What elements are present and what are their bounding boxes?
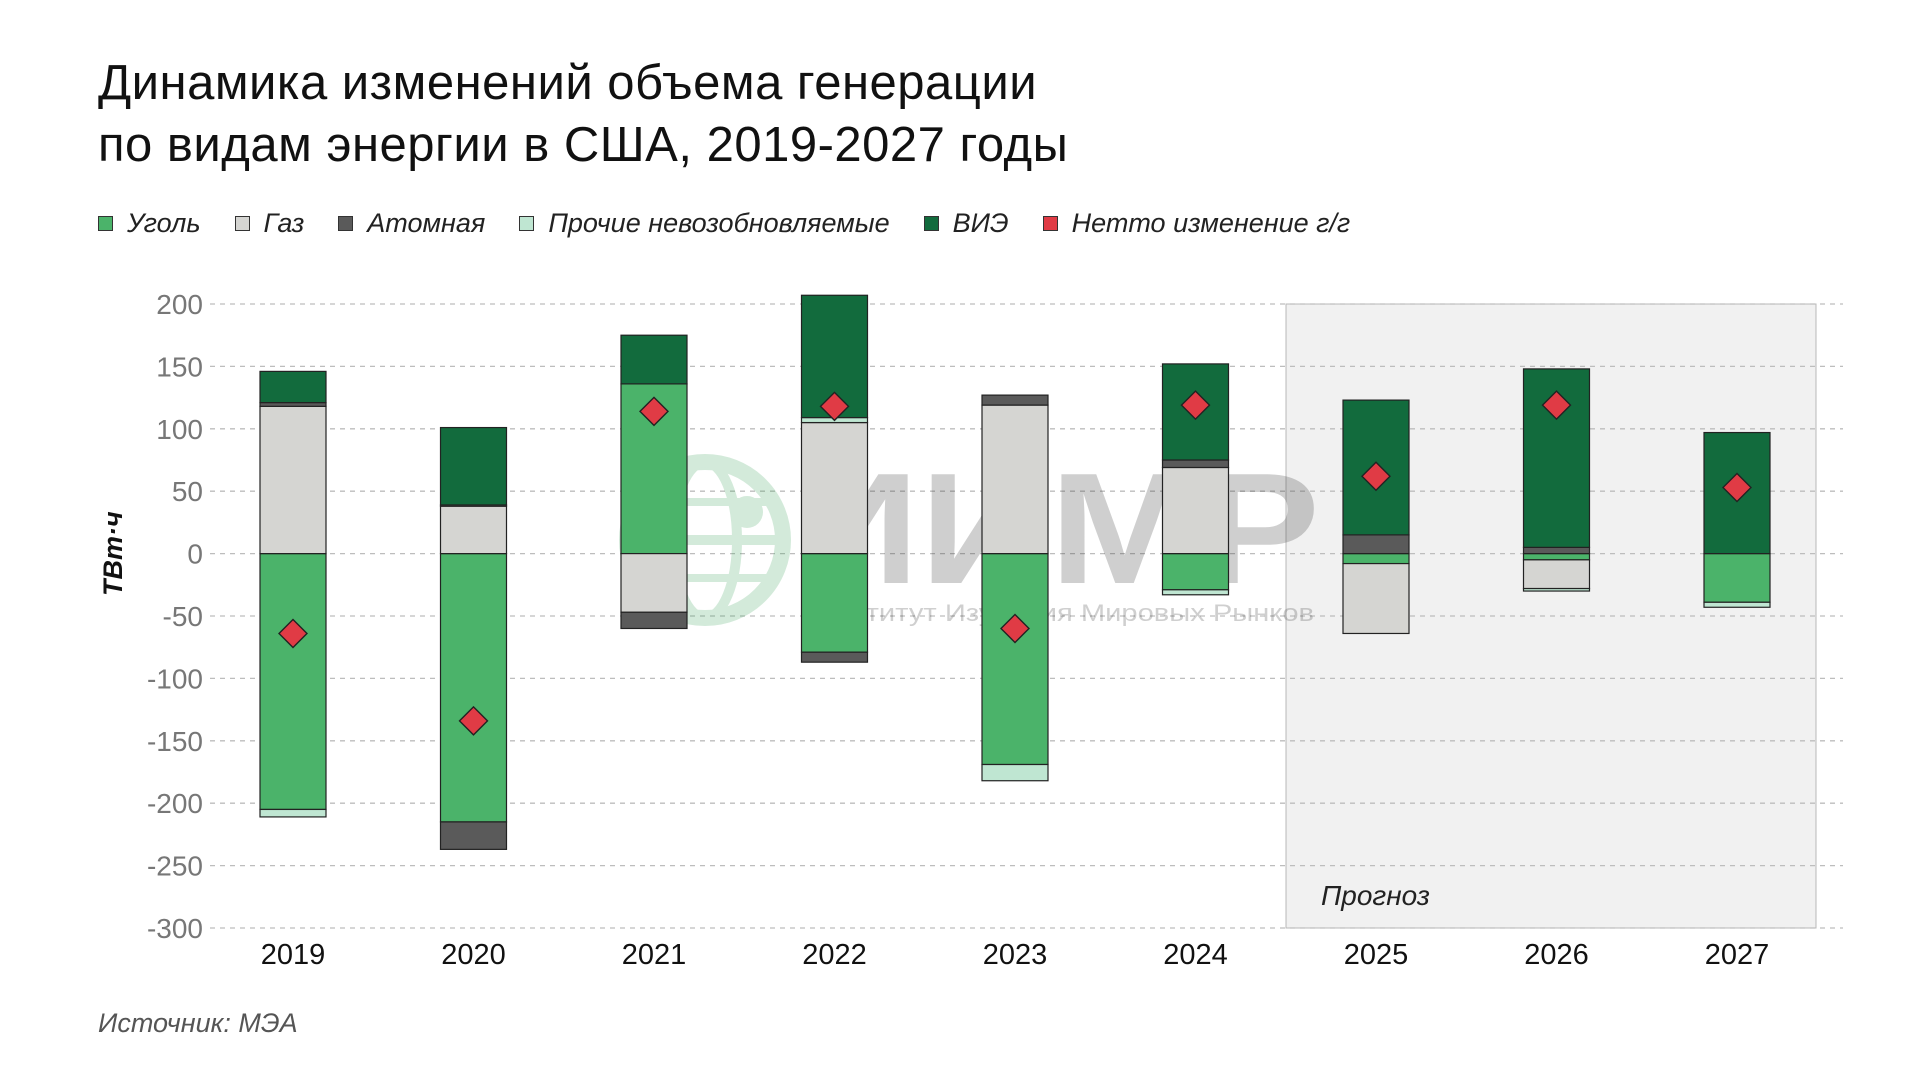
net-change-marker-2025 (1361, 461, 1391, 492)
bar-segment-coal-2026 (1522, 552, 1591, 561)
bar-segment-gas-2019 (259, 405, 327, 555)
bar-segment-other-2024 (1161, 589, 1230, 596)
legend-label-gas: Газ (263, 207, 305, 238)
title-line-1: Динамика изменений объема генерации (98, 56, 1038, 110)
net-change-marker-2022 (819, 391, 850, 422)
x-tick-label-2026: 2026 (1524, 939, 1589, 971)
bar-segment-renewables-2020 (439, 426, 508, 506)
bar-segment-renewables-2021 (620, 334, 688, 385)
y-tick-label: -200 (147, 788, 203, 819)
y-tick-label: 0 (187, 539, 203, 570)
legend-swatch-other (519, 215, 535, 231)
net-change-marker-2023 (1000, 613, 1030, 644)
y-tick-label: -150 (147, 726, 203, 757)
bar-segment-nuclear-2026 (1522, 546, 1591, 555)
x-tick-label-2023: 2023 (983, 939, 1048, 971)
bar-segment-nuclear-2024 (1161, 459, 1230, 469)
source-note: Источник: МЭА (98, 1008, 298, 1038)
x-tick-label-2027: 2027 (1705, 939, 1770, 971)
net-change-marker-2020 (458, 705, 489, 736)
legend-item-net: Нетто изменение г/г (1042, 207, 1351, 239)
x-tick-label-2025: 2025 (1344, 939, 1409, 971)
bar-segment-gas-2022 (800, 421, 869, 555)
chart-svg: Прогноз 200 150 100 50 0 -50 -100 -150 -200 -250 -3… (98, 289, 1843, 971)
bar-segment-coal-2020 (439, 552, 508, 823)
legend-item-gas: Газ (234, 207, 305, 239)
x-tick-label-2020: 2020 (441, 939, 506, 971)
title-line-2: по видам энергии в США, 2019-2027 годы (98, 118, 1069, 172)
bar-segment-renewables-2019 (259, 370, 327, 404)
y-tick-label: -100 (147, 663, 203, 694)
legend-item-other: Прочие невозобновляемые (519, 207, 890, 239)
legend-swatch-nuclear (338, 215, 354, 231)
y-tick-label: 150 (156, 351, 203, 382)
legend: Уголь Газ Атомная Прочие невозобновляемые ВИ… (98, 205, 1384, 241)
bar-segment-gas-2021 (620, 552, 688, 613)
bar-segment-gas-2020 (439, 505, 508, 555)
y-tick-label: 50 (172, 476, 203, 507)
legend-label-renewables: ВИЭ (952, 207, 1009, 238)
net-change-marker-2026 (1541, 390, 1572, 421)
net-change-marker-2019 (278, 618, 308, 649)
legend-label-coal: Уголь (127, 207, 201, 238)
legend-swatch-renewables (923, 215, 939, 231)
bar-segment-other-2026 (1522, 587, 1591, 592)
legend-swatch-gas (234, 215, 250, 231)
x-tick-label-2019: 2019 (261, 939, 326, 971)
bar-segment-nuclear-2022 (800, 651, 869, 663)
bar-segment-coal-2019 (259, 552, 327, 811)
net-change-marker-2021 (639, 396, 669, 427)
bar-segment-coal-2022 (800, 552, 869, 653)
legend-item-coal: Уголь (98, 208, 201, 239)
bar-segment-nuclear-2021 (620, 611, 688, 630)
bar-segment-other-2023 (981, 763, 1049, 782)
y-tick-label: 200 (156, 289, 203, 320)
bar-segment-coal-2024 (1161, 552, 1230, 591)
bar-segment-gas-2026 (1522, 559, 1591, 590)
y-tick-label: -250 (147, 851, 203, 882)
bar-segment-other-2027 (1703, 601, 1771, 608)
bar-segment-gas-2024 (1161, 466, 1230, 555)
watermark-name: ИИМР (790, 441, 1320, 617)
y-tick-label: -300 (147, 913, 203, 944)
net-change-marker-2027 (1722, 472, 1752, 503)
legend-label-net: Нетто изменение г/г (1071, 207, 1351, 238)
legend-swatch-coal (98, 215, 113, 231)
bar-segment-nuclear-2023 (981, 394, 1049, 406)
watermark-subtitle: Институт Изучения Мировых Рынков (814, 600, 1314, 627)
x-tick-label-2021: 2021 (622, 939, 687, 971)
bar-segment-coal-2027 (1703, 552, 1771, 603)
bar-segment-coal-2025 (1342, 552, 1410, 565)
legend-label-other: Прочие невозобновляемые (548, 207, 890, 238)
bar-segment-other-2019 (259, 808, 327, 818)
net-change-marker-2024 (1180, 390, 1211, 421)
x-tick-label-2024: 2024 (1163, 939, 1228, 971)
y-tick-label: 100 (156, 414, 203, 445)
bar-segment-nuclear-2025 (1342, 534, 1410, 555)
chart-title: Динамика изменений объема генерации по в… (98, 52, 1068, 176)
bar-segment-gas-2025 (1342, 562, 1410, 635)
y-tick-label: -50 (163, 601, 203, 632)
bar-segment-gas-2023 (981, 404, 1049, 555)
forecast-label: Прогноз (1321, 880, 1430, 911)
legend-item-nuclear: Атомная (338, 208, 485, 239)
bar-segment-nuclear-2020 (439, 821, 508, 850)
y-axis-label: ТВт·ч (98, 511, 128, 596)
legend-swatch-net (1042, 215, 1058, 231)
legend-item-renewables: ВИЭ (923, 207, 1009, 239)
bar-segment-coal-2023 (981, 552, 1049, 766)
x-tick-label-2022: 2022 (802, 939, 867, 971)
legend-label-nuclear: Атомная (367, 207, 486, 238)
